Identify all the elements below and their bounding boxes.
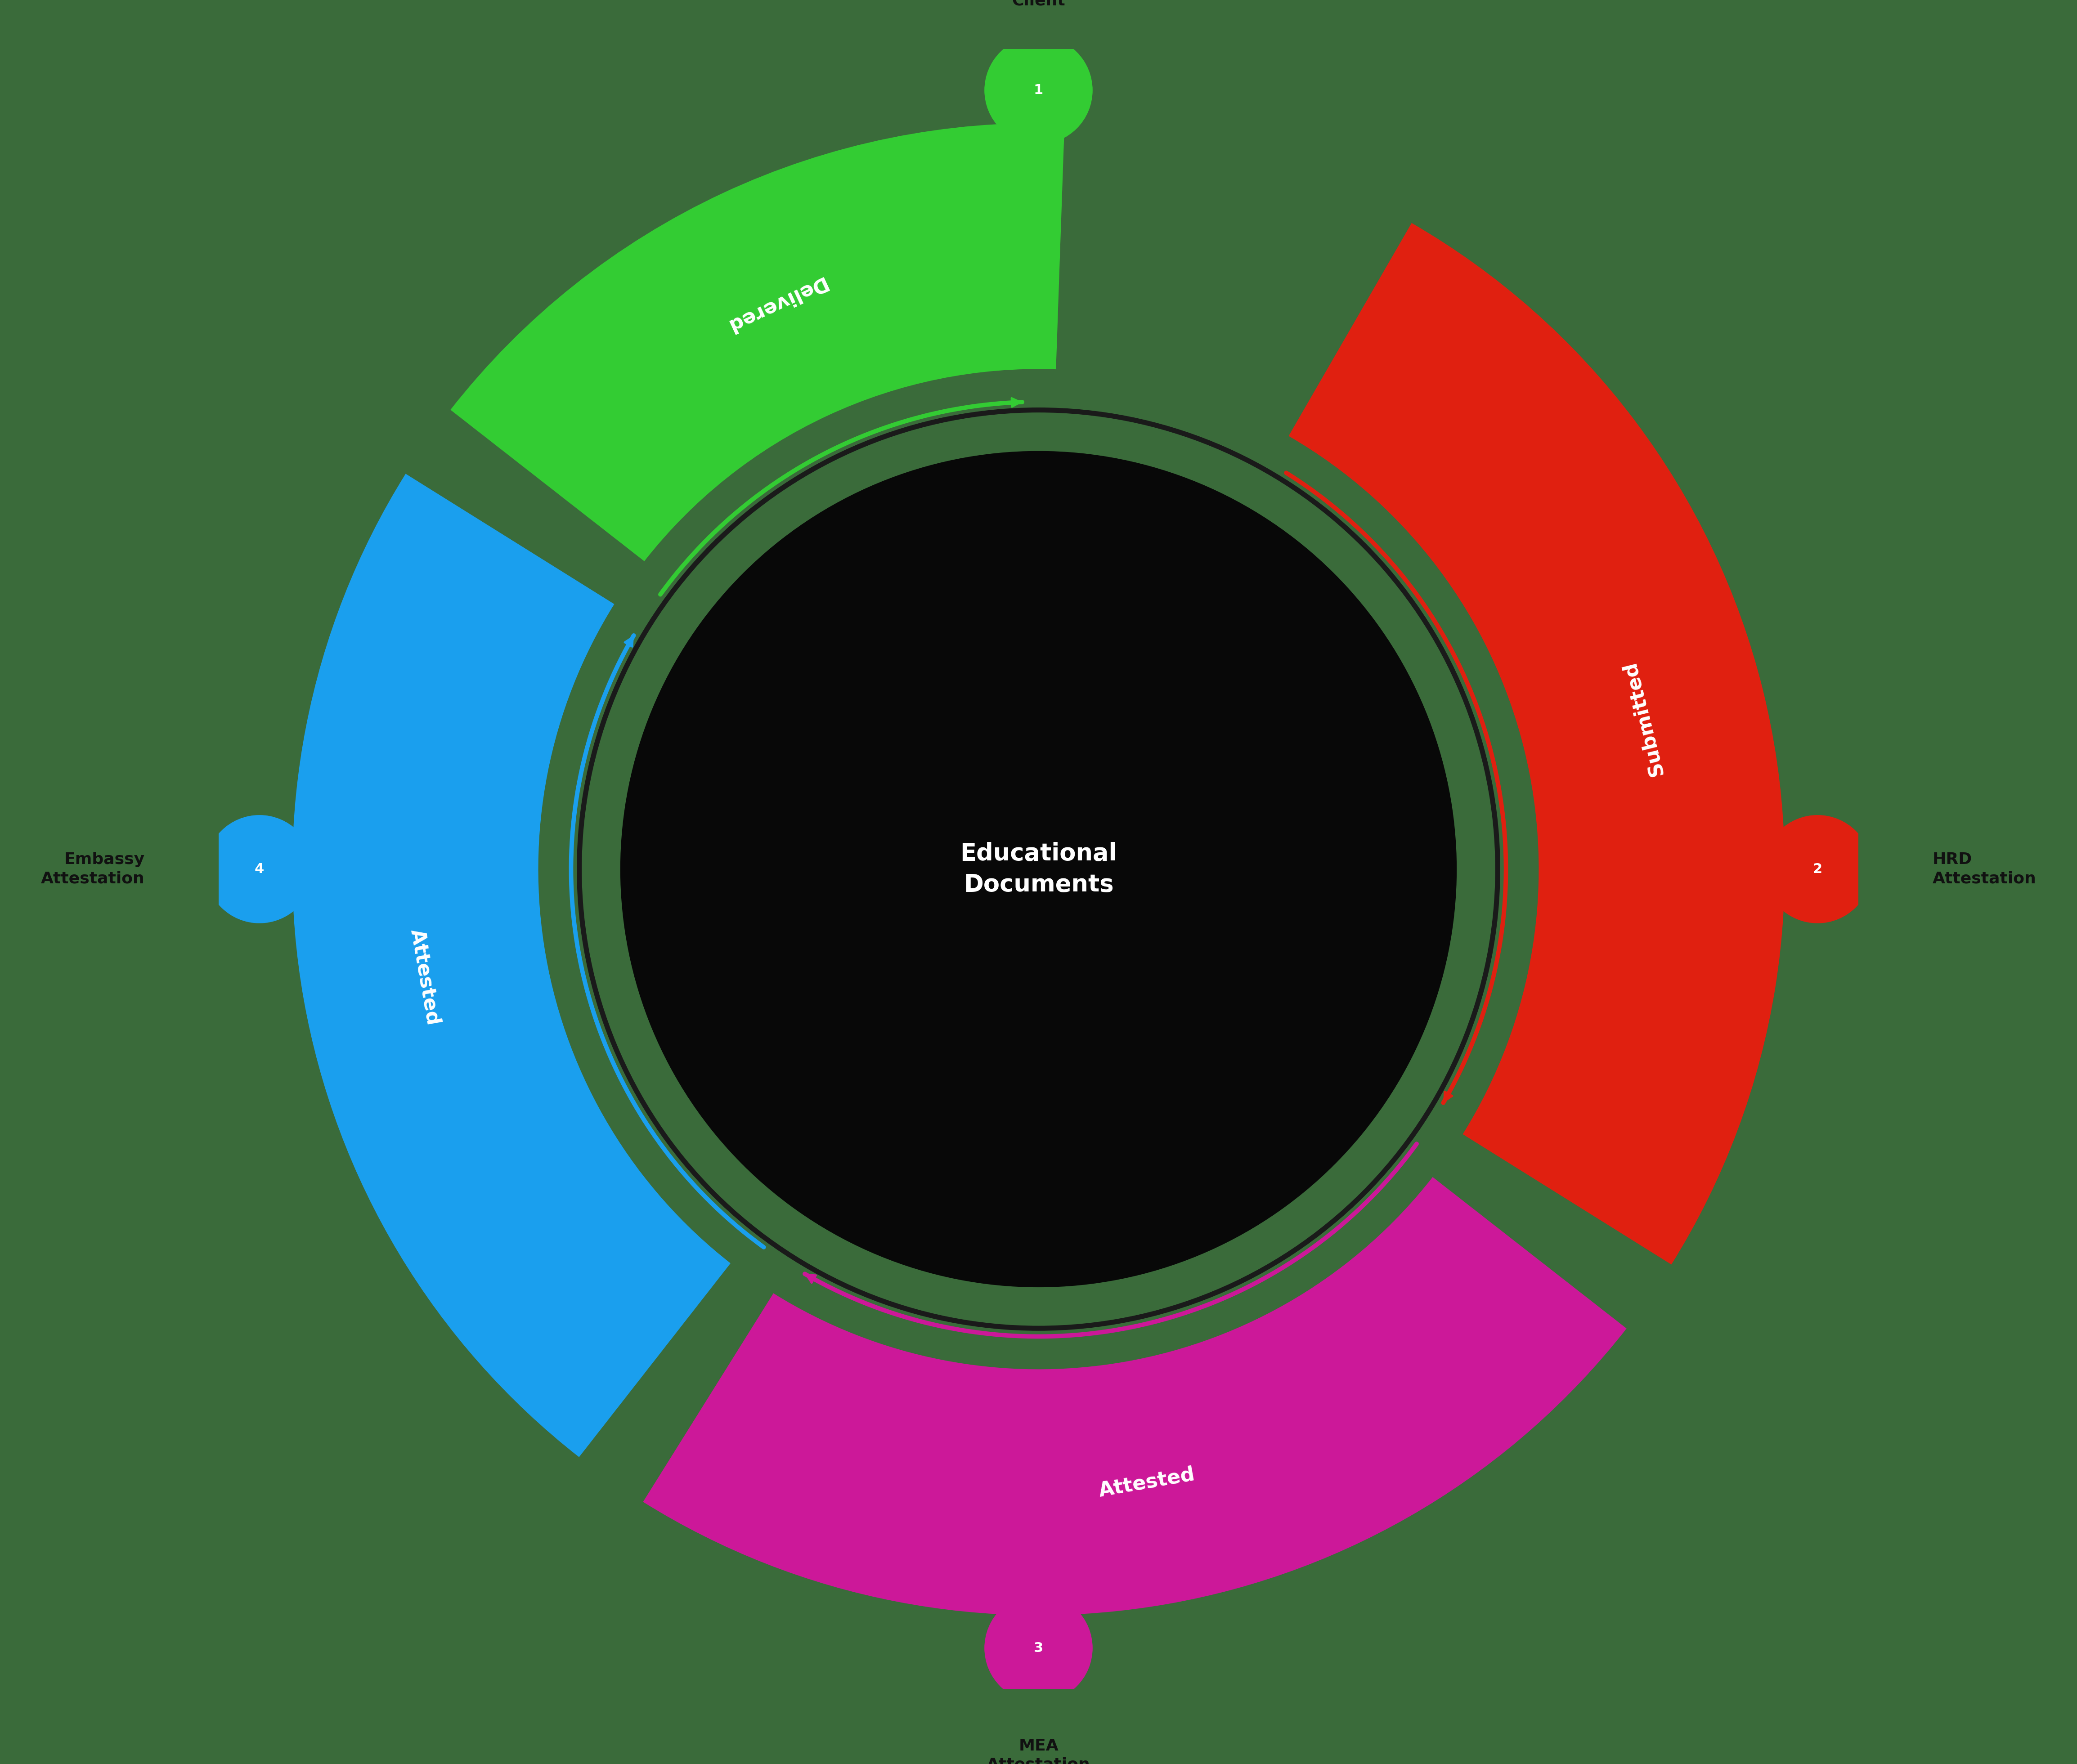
Text: Attested: Attested bbox=[1097, 1464, 1196, 1501]
Wedge shape bbox=[644, 1177, 1626, 1616]
Text: MEA
Attestation: MEA Attestation bbox=[987, 1738, 1090, 1764]
Circle shape bbox=[1763, 815, 1871, 923]
Text: 3: 3 bbox=[1034, 1642, 1043, 1655]
Wedge shape bbox=[1288, 222, 1784, 1265]
Circle shape bbox=[206, 815, 314, 923]
Text: Delivered: Delivered bbox=[723, 273, 829, 337]
Text: 2: 2 bbox=[1813, 863, 1822, 875]
Text: 4: 4 bbox=[255, 863, 264, 875]
Text: Submitted: Submitted bbox=[1620, 660, 1668, 778]
Text: 1: 1 bbox=[1034, 83, 1043, 97]
Text: Attested: Attested bbox=[407, 928, 442, 1027]
Circle shape bbox=[984, 1595, 1093, 1702]
Circle shape bbox=[984, 35, 1093, 145]
Text: Embassy
Attestation: Embassy Attestation bbox=[42, 852, 145, 886]
Circle shape bbox=[621, 452, 1456, 1288]
Text: HRD
Attestation: HRD Attestation bbox=[1932, 852, 2035, 886]
Text: Educational
Documents: Educational Documents bbox=[960, 841, 1117, 896]
Wedge shape bbox=[293, 475, 731, 1457]
Wedge shape bbox=[451, 123, 1066, 561]
Text: Client: Client bbox=[1011, 0, 1066, 9]
